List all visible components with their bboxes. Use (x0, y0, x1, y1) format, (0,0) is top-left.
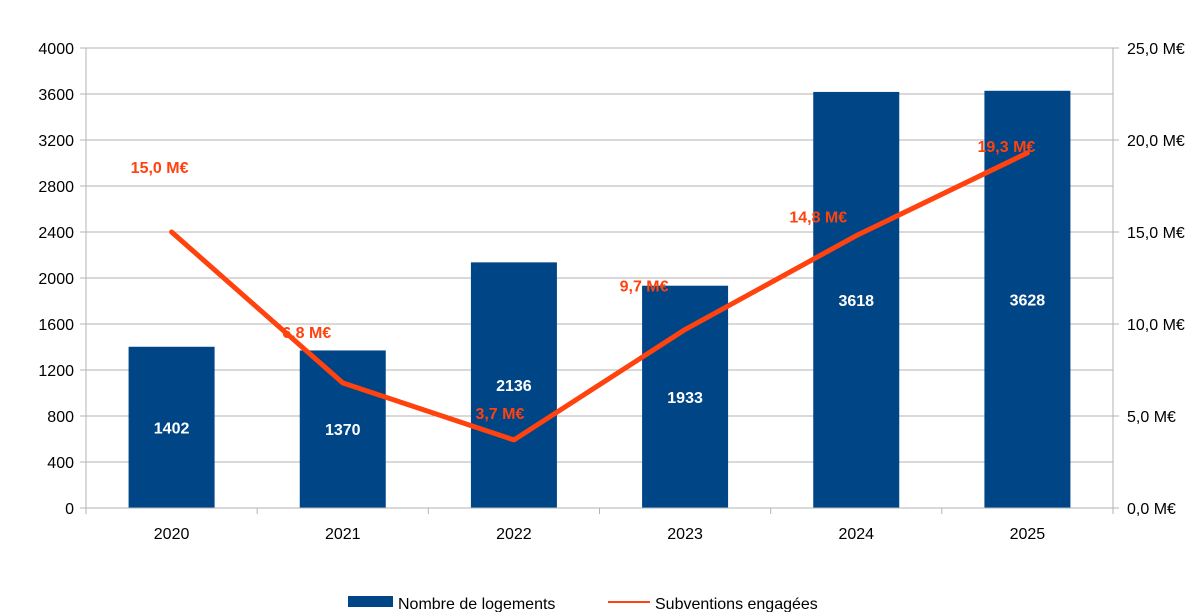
left-tick-label: 1600 (38, 317, 74, 334)
right-axis-ticks: 0,0 M€ 5,0 M€ 10,0 M€ 15,0 M€ 20,0 M€ 25,0 M€ (1113, 41, 1185, 518)
line-data-label: 15,0 M€ (131, 160, 189, 177)
bar (128, 346, 215, 508)
line-data-label: 3,7 M€ (475, 406, 524, 423)
bar (470, 262, 557, 508)
legend: Nombre de logements Subventions engagées (348, 596, 818, 612)
axes (85, 48, 1114, 509)
bar-data-label: 1933 (667, 390, 703, 407)
bar-data-label: 2136 (496, 378, 532, 395)
line-series (169, 150, 1030, 443)
bar (813, 91, 900, 509)
bar-data-label: 3628 (1010, 292, 1046, 309)
left-tick-label: 4000 (38, 41, 74, 58)
bar (299, 350, 386, 508)
right-tick-label: 15,0 M€ (1127, 225, 1185, 242)
bar (642, 285, 729, 508)
bar-data-label: 1402 (154, 420, 190, 437)
left-tick-label: 3200 (38, 133, 74, 150)
legend-label-bar: Nombre de logements (398, 596, 555, 612)
bar-data-labels: 1402 1370 2136 1933 3618 3628 (154, 292, 1046, 439)
left-tick-label: 0 (65, 501, 74, 518)
right-tick-label: 10,0 M€ (1127, 317, 1185, 334)
left-tick-label: 2800 (38, 179, 74, 196)
right-tick-label: 20,0 M€ (1127, 133, 1185, 150)
x-tick-label: 2025 (1010, 526, 1046, 543)
left-tick-label: 400 (47, 455, 74, 472)
legend-label-line: Subventions engagées (655, 596, 818, 612)
right-tick-label: 5,0 M€ (1127, 409, 1176, 426)
x-tick-label: 2024 (838, 526, 874, 543)
line-data-label: 19,3 M€ (978, 139, 1036, 156)
left-axis-ticks: 0 400 800 1200 1600 2000 2400 2800 3200 3600 4000 (38, 41, 86, 518)
line-data-labels: 15,0 M€ 6,8 M€ 3,7 M€ 9,7 M€ 14,8 M€ 19,3 M€ (131, 139, 1036, 423)
bar (984, 90, 1071, 508)
gridlines (86, 47, 1113, 509)
left-tick-label: 2000 (38, 271, 74, 288)
subventions-line (169, 150, 1030, 443)
left-tick-label: 1200 (38, 363, 74, 380)
right-tick-label: 0,0 M€ (1127, 501, 1176, 518)
left-tick-label: 800 (47, 409, 74, 426)
bar-series (128, 90, 1071, 509)
line-data-label: 14,8 M€ (789, 210, 847, 227)
left-tick-label: 3600 (38, 87, 74, 104)
x-tick-label: 2023 (667, 526, 703, 543)
left-tick-label: 2400 (38, 225, 74, 242)
x-tick-label: 2020 (154, 526, 190, 543)
right-tick-label: 25,0 M€ (1127, 41, 1185, 58)
x-tick-label: 2022 (496, 526, 532, 543)
line-data-label: 6,8 M€ (282, 325, 331, 342)
line-data-label: 9,7 M€ (620, 279, 669, 296)
bar-data-label: 3618 (838, 293, 874, 310)
x-tick-label: 2021 (325, 526, 361, 543)
legend-swatch-bar (348, 596, 393, 607)
bar-data-label: 1370 (325, 422, 361, 439)
x-axis-ticks: 2020 2021 2022 2023 2024 2025 (85, 508, 1114, 543)
